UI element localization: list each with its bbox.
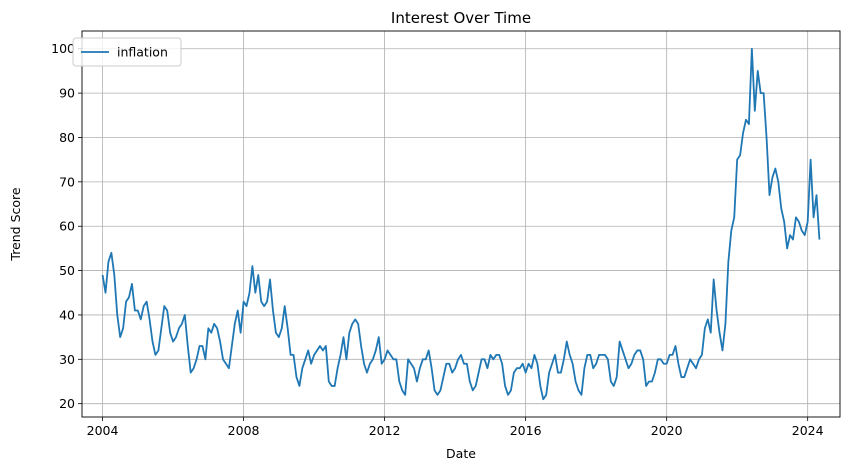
legend-box — [72, 37, 182, 67]
x-tick-label: 2012 — [369, 423, 401, 438]
y-tick-label: 100 — [51, 41, 75, 56]
y-tick-label: 80 — [59, 130, 75, 145]
chart-title: Interest Over Time — [391, 9, 531, 27]
x-tick-label: 2020 — [651, 423, 683, 438]
x-tick-label: 2016 — [510, 423, 542, 438]
y-tick-label: 90 — [59, 86, 75, 101]
ticks: 20 30 40 50 60 70 80 90 100 2004 2008 2012 2016 2020 2… — [51, 41, 823, 438]
y-tick-label: 70 — [59, 174, 75, 189]
y-tick-label: 50 — [59, 263, 75, 278]
y-tick-label: 20 — [59, 396, 75, 411]
y-tick-label: 60 — [59, 219, 75, 234]
y-tick-label: 40 — [59, 307, 75, 322]
x-tick-label: 2008 — [228, 423, 260, 438]
series-layer — [101, 47, 821, 401]
x-tick-label: 2024 — [792, 423, 824, 438]
series-line-inflation — [101, 47, 821, 401]
grid — [82, 31, 840, 417]
y-tick-label: 30 — [59, 352, 75, 367]
plot-frame — [81, 30, 841, 418]
legend-label-inflation: inflation — [117, 45, 168, 60]
x-axis-label: Date — [446, 446, 476, 461]
x-tick-label: 2004 — [87, 423, 119, 438]
legend: inflation — [72, 37, 182, 67]
y-axis-label: Trend Score — [8, 187, 23, 262]
